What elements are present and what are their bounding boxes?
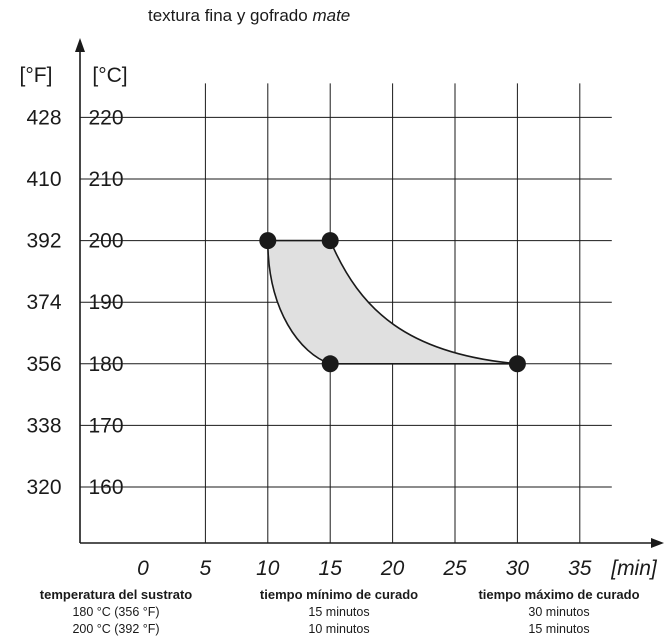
curing-table: temperatura del sustrato 180 °C (356 °F)… — [0, 586, 671, 643]
y-unit-label-c: [°C] — [92, 64, 127, 87]
y-tick-label-c: 180 — [88, 353, 123, 376]
x-tick-label: 10 — [256, 557, 280, 580]
table-header: tiempo mínimo de curado — [259, 587, 419, 602]
table-col-min-cure-time: tiempo mínimo de curado 15 minutos 10 mi… — [234, 586, 444, 638]
x-tick-label: 20 — [380, 557, 405, 580]
chart-title-text: textura fina y gofrado — [148, 6, 308, 25]
curing-window-left-curve — [267, 240, 331, 365]
y-tick-label-c: 200 — [88, 230, 123, 253]
x-tick-label: 30 — [506, 557, 530, 580]
data-point — [508, 355, 526, 373]
x-tick-label: 0 — [137, 557, 149, 580]
curing-chart: 1603201703381803561903742003922104102204… — [20, 38, 664, 580]
y-tick-label-c: 210 — [88, 168, 123, 191]
y-tick-label-c: 160 — [88, 476, 123, 499]
table-cell: 10 minutos — [308, 622, 370, 636]
y-tick-label-f: 392 — [26, 230, 61, 253]
curing-window-area — [267, 240, 518, 364]
y-axis-arrow-icon — [75, 38, 85, 52]
y-tick-label-f: 410 — [26, 168, 61, 191]
table-col-substrate-temp: temperatura del sustrato 180 °C (356 °F)… — [10, 586, 222, 638]
table-col-max-cure-time: tiempo máximo de curado 30 minutos 15 mi… — [452, 586, 666, 638]
chart-title: textura fina y gofrado mate — [148, 6, 350, 26]
x-tick-label: 25 — [442, 557, 467, 580]
y-tick-label-f: 428 — [26, 106, 61, 129]
x-tick-label: 15 — [319, 557, 343, 580]
data-point — [321, 232, 339, 250]
table-header: tiempo máximo de curado — [478, 587, 640, 602]
table-cell: 30 minutos — [528, 605, 590, 619]
chart-title-emphasis: mate — [312, 6, 351, 25]
y-tick-label-f: 320 — [26, 476, 61, 499]
x-unit-label: [min] — [610, 557, 658, 580]
y-tick-label-f: 338 — [26, 414, 61, 437]
x-tick-label: 35 — [568, 557, 592, 580]
y-tick-label-c: 170 — [88, 414, 123, 437]
curing-window-right-curve — [329, 240, 518, 365]
data-point — [259, 232, 277, 250]
y-tick-label-f: 356 — [26, 353, 61, 376]
table-cell: 15 minutos — [528, 622, 590, 636]
x-axis-arrow-icon — [651, 538, 664, 548]
table-cell: 200 °C (392 °F) — [72, 622, 160, 636]
x-tick-label: 5 — [200, 557, 212, 580]
data-point — [321, 355, 339, 373]
y-tick-label-f: 374 — [26, 291, 61, 314]
table-header: temperatura del sustrato — [39, 587, 193, 602]
table-cell: 180 °C (356 °F) — [72, 605, 160, 619]
y-tick-label-c: 220 — [88, 106, 123, 129]
y-tick-label-c: 190 — [88, 291, 123, 314]
y-unit-label-f: [°F] — [20, 64, 53, 87]
table-cell: 15 minutos — [308, 605, 370, 619]
